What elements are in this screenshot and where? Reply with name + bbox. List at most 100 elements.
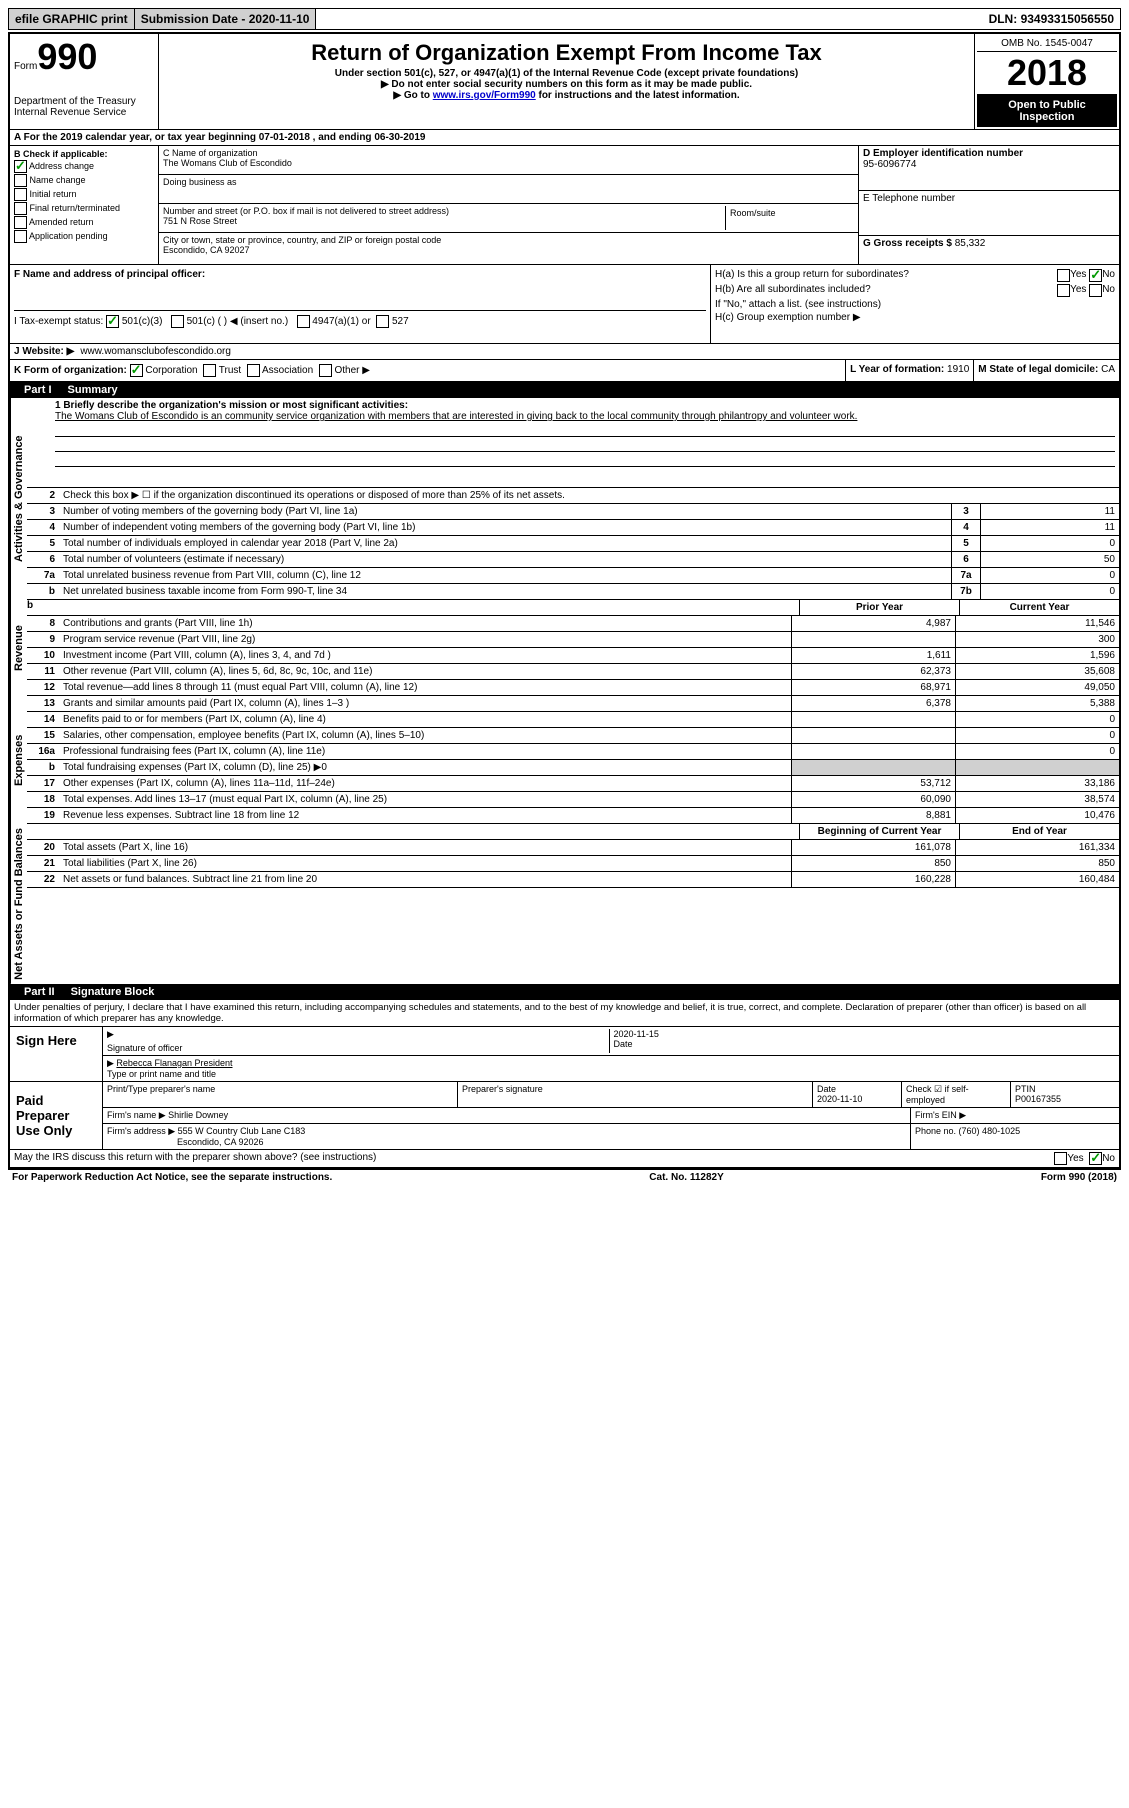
part2-number: Part II bbox=[16, 986, 63, 998]
boxes-d-e-g: D Employer identification number 95-6096… bbox=[859, 146, 1119, 264]
part1-title: Summary bbox=[68, 384, 118, 396]
cb-501c[interactable] bbox=[171, 315, 184, 328]
begin-year-header: Beginning of Current Year bbox=[799, 824, 959, 839]
sig-date-field: 2020-11-15 Date bbox=[609, 1029, 1116, 1053]
box-h: H(a) Is this a group return for subordin… bbox=[711, 265, 1119, 343]
summary-row: 4Number of independent voting members of… bbox=[27, 520, 1119, 536]
summary-row: 17Other expenses (Part IX, column (A), l… bbox=[27, 776, 1119, 792]
summary-row: 7aTotal unrelated business revenue from … bbox=[27, 568, 1119, 584]
officer-name-value: Rebecca Flanagan President bbox=[116, 1058, 232, 1068]
domicile-value: CA bbox=[1101, 364, 1115, 375]
cb-initial-return[interactable]: Initial return bbox=[14, 188, 154, 201]
website-label: J Website: ▶ bbox=[14, 346, 74, 357]
form-number: 990 bbox=[37, 36, 97, 77]
preparer-row1: Print/Type preparer's name Preparer's si… bbox=[103, 1082, 1119, 1108]
cb-address-change[interactable]: Address change bbox=[14, 160, 154, 173]
activities-governance-section: Activities & Governance 1 Briefly descri… bbox=[10, 398, 1119, 600]
net-content: Beginning of Current Year End of Year 20… bbox=[27, 824, 1119, 984]
form-org-label: K Form of organization: bbox=[14, 365, 127, 376]
box-f: F Name and address of principal officer:… bbox=[10, 265, 711, 343]
cb-discuss-no[interactable] bbox=[1089, 1152, 1102, 1165]
mission-label: 1 Briefly describe the organization's mi… bbox=[55, 400, 1115, 411]
cb-4947[interactable] bbox=[297, 315, 310, 328]
form-number-box: Form990 Department of the Treasury Inter… bbox=[10, 34, 159, 129]
page-footer: For Paperwork Reduction Act Notice, see … bbox=[8, 1170, 1121, 1185]
sign-here-label: Sign Here bbox=[10, 1027, 103, 1081]
domicile-label: M State of legal domicile: bbox=[978, 364, 1101, 375]
line-i: I Tax-exempt status: 501(c)(3) 501(c) ( … bbox=[14, 310, 706, 328]
cb-association[interactable] bbox=[247, 364, 260, 377]
cb-amended[interactable]: Amended return bbox=[14, 216, 154, 229]
submission-date-button[interactable]: Submission Date - 2020-11-10 bbox=[135, 9, 317, 29]
summary-row: 6Total number of volunteers (estimate if… bbox=[27, 552, 1119, 568]
begin-end-header: Beginning of Current Year End of Year bbox=[27, 824, 1119, 840]
blank-line bbox=[55, 439, 1115, 452]
irs-label: Internal Revenue Service bbox=[14, 107, 154, 118]
website-value: www.womansclubofescondido.org bbox=[80, 346, 231, 357]
ptin-field: PTINP00167355 bbox=[1011, 1082, 1119, 1107]
summary-row: 5Total number of individuals employed in… bbox=[27, 536, 1119, 552]
revenue-section: Revenue b Prior Year Current Year 8Contr… bbox=[10, 600, 1119, 696]
firm-ein-field: Firm's EIN ▶ bbox=[911, 1108, 1119, 1123]
prep-date-field: Date2020-11-10 bbox=[813, 1082, 902, 1107]
form-word: Form bbox=[14, 61, 37, 72]
org-name-value: The Womans Club of Escondido bbox=[163, 158, 854, 168]
officer-name-label: Type or print name and title bbox=[107, 1069, 1115, 1079]
officer-label: F Name and address of principal officer: bbox=[14, 269, 706, 280]
dln-box: DLN: 93493315056550 bbox=[983, 9, 1120, 29]
cb-trust[interactable] bbox=[203, 364, 216, 377]
box-b: B Check if applicable: Address change Na… bbox=[10, 146, 159, 264]
side-activities: Activities & Governance bbox=[10, 398, 27, 600]
line-j: J Website: ▶ www.womansclubofescondido.o… bbox=[10, 344, 1119, 360]
cb-other[interactable] bbox=[319, 364, 332, 377]
cb-501c3[interactable] bbox=[106, 315, 119, 328]
part2-title: Signature Block bbox=[71, 986, 155, 998]
cb-527[interactable] bbox=[376, 315, 389, 328]
side-net-assets: Net Assets or Fund Balances bbox=[10, 824, 27, 984]
net-assets-section: Net Assets or Fund Balances Beginning of… bbox=[10, 824, 1119, 984]
summary-row: 19Revenue less expenses. Subtract line 1… bbox=[27, 808, 1119, 824]
cb-hb-yes[interactable] bbox=[1057, 284, 1070, 297]
cb-ha-yes[interactable] bbox=[1057, 269, 1070, 282]
cb-name-change[interactable]: Name change bbox=[14, 174, 154, 187]
cb-hb-no[interactable] bbox=[1089, 284, 1102, 297]
city-label: City or town, state or province, country… bbox=[163, 235, 854, 245]
title-sub3: ▶ Go to www.irs.gov/Form990 for instruct… bbox=[167, 90, 966, 101]
room-field: Room/suite bbox=[726, 206, 854, 230]
cb-discuss-yes[interactable] bbox=[1054, 1152, 1067, 1165]
ha-label: H(a) Is this a group return for subordin… bbox=[715, 269, 1057, 282]
firm-phone-field: Phone no. (760) 480-1025 bbox=[911, 1124, 1119, 1149]
part1-number: Part I bbox=[16, 384, 60, 396]
cb-corporation[interactable] bbox=[130, 364, 143, 377]
line2-desc: Check this box ▶ ☐ if the organization d… bbox=[59, 488, 1119, 503]
title-sub1: Under section 501(c), 527, or 4947(a)(1)… bbox=[167, 68, 966, 79]
side-expenses: Expenses bbox=[10, 696, 27, 824]
summary-row: 11Other revenue (Part VIII, column (A), … bbox=[27, 664, 1119, 680]
summary-row: 18Total expenses. Add lines 13–17 (must … bbox=[27, 792, 1119, 808]
preparer-row2: Firm's name ▶ Shirlie Downey Firm's EIN … bbox=[103, 1108, 1119, 1124]
cb-ha-no[interactable] bbox=[1089, 269, 1102, 282]
telephone-field: E Telephone number bbox=[859, 191, 1119, 236]
ein-label: D Employer identification number bbox=[863, 148, 1115, 159]
org-name-field: C Name of organization The Womans Club o… bbox=[159, 146, 858, 175]
pra-notice: For Paperwork Reduction Act Notice, see … bbox=[12, 1172, 332, 1183]
submission-label: Submission Date - bbox=[141, 12, 249, 26]
line-a: A For the 2019 calendar year, or tax yea… bbox=[10, 130, 1119, 146]
summary-row: 21Total liabilities (Part X, line 26)850… bbox=[27, 856, 1119, 872]
line-m: M State of legal domicile: CA bbox=[974, 360, 1119, 381]
cb-app-pending[interactable]: Application pending bbox=[14, 230, 154, 243]
cb-final-return[interactable]: Final return/terminated bbox=[14, 202, 154, 215]
part1-header: Part I Summary bbox=[10, 382, 1119, 398]
efile-print-button[interactable]: efile GRAPHIC print bbox=[9, 9, 135, 29]
summary-row: 10Investment income (Part VIII, column (… bbox=[27, 648, 1119, 664]
discuss-label: May the IRS discuss this return with the… bbox=[14, 1152, 376, 1165]
ha-line: H(a) Is this a group return for subordin… bbox=[715, 269, 1115, 282]
end-year-header: End of Year bbox=[959, 824, 1119, 839]
summary-row: 20Total assets (Part X, line 16)161,0781… bbox=[27, 840, 1119, 856]
dln-label: DLN: bbox=[989, 12, 1021, 26]
form990-link[interactable]: www.irs.gov/Form990 bbox=[433, 90, 536, 101]
blank-line bbox=[55, 454, 1115, 467]
summary-row: 3Number of voting members of the governi… bbox=[27, 504, 1119, 520]
self-employed-check[interactable]: Check ☑ if self-employed bbox=[902, 1082, 1011, 1107]
dept-treasury: Department of the Treasury bbox=[14, 96, 154, 107]
